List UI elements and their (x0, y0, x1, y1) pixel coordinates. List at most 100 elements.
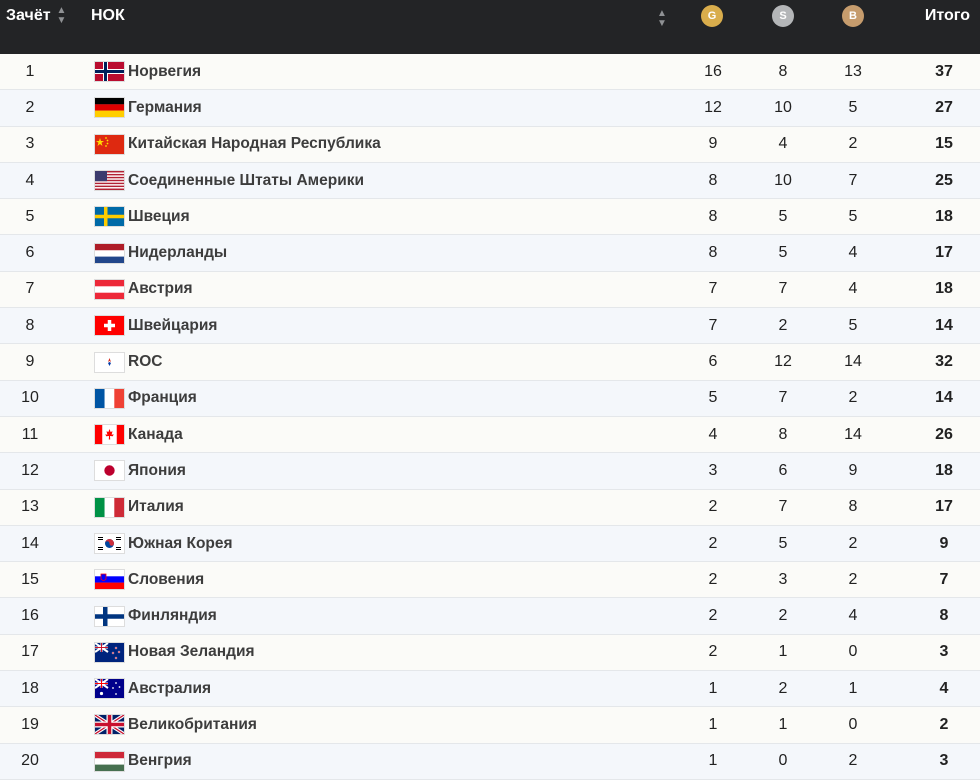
total-column-header[interactable]: Итого (925, 0, 970, 32)
table-row[interactable]: 4 Соединенные Штаты Америки 8 10 7 25 (0, 162, 980, 200)
country-name[interactable]: Великобритания (128, 715, 257, 733)
gold-medal-icon[interactable]: G (701, 5, 723, 27)
silver-count: 3 (778, 570, 788, 588)
flag-cell (95, 490, 124, 525)
bronze-count: 0 (848, 643, 858, 661)
bronze-count: 2 (848, 389, 858, 407)
country-name[interactable]: Германия (128, 98, 202, 116)
flag-cell (95, 235, 124, 270)
rank-header-label: Зачёт (6, 7, 51, 24)
country-name[interactable]: Норвегия (128, 62, 202, 80)
total-count: 32 (935, 353, 953, 371)
table-row[interactable]: 10 Франция 5 7 2 14 (0, 380, 980, 417)
table-row[interactable]: 1 Норвегия 16 8 13 37 (0, 54, 980, 91)
silver-count: 5 (778, 244, 788, 262)
silver-count: 10 (774, 98, 792, 116)
noc-column-header[interactable]: НОК (91, 0, 125, 32)
table-row[interactable]: 16 Финляндия 2 2 4 8 (0, 598, 980, 635)
flag-cell (95, 199, 124, 234)
bronze-count: 7 (848, 171, 858, 189)
country-name[interactable]: Словения (128, 570, 205, 588)
bronze-count: 2 (848, 135, 858, 153)
total-count: 7 (939, 570, 949, 588)
country-name[interactable]: Австрия (128, 280, 193, 298)
japan-flag-icon (95, 461, 124, 481)
silver-medal-icon[interactable]: S (772, 5, 794, 27)
table-row[interactable]: 18 Австралия 1 2 1 4 (0, 671, 980, 708)
country-name[interactable]: Канада (128, 425, 183, 443)
italy-flag-icon (95, 497, 124, 517)
austria-flag-icon (95, 279, 124, 299)
table-row[interactable]: 20 Венгрия 1 0 2 3 (0, 743, 980, 780)
country-name[interactable]: Финляндия (128, 607, 217, 625)
bronze-count: 2 (848, 752, 858, 770)
bronze-count: 1 (848, 679, 858, 697)
great-britain-flag-icon (95, 715, 124, 735)
bronze-medal-icon[interactable]: B (842, 5, 864, 27)
sort-arrows-icon[interactable]: ▲ ▼ (657, 8, 667, 29)
table-row[interactable]: 15 Словения 2 3 2 7 (0, 562, 980, 599)
silver-count: 6 (778, 461, 788, 479)
gold-count: 2 (708, 607, 718, 625)
table-row[interactable]: 3 Китайская Народная Республика 9 4 2 15 (0, 126, 980, 163)
table-row[interactable]: 9 ROC 6 12 14 32 (0, 344, 980, 381)
country-name[interactable]: Новая Зеландия (128, 643, 255, 661)
gold-count: 1 (708, 715, 718, 733)
country-name[interactable]: Италия (128, 498, 184, 516)
gold-count: 16 (704, 62, 722, 80)
table-row[interactable]: 11 Канада 4 8 14 26 (0, 416, 980, 454)
total-count: 14 (935, 389, 953, 407)
flag-cell (95, 598, 124, 633)
country-name[interactable]: Нидерланды (128, 244, 228, 262)
total-count: 27 (935, 98, 953, 116)
total-count: 4 (939, 679, 949, 697)
table-row[interactable]: 12 Япония 3 6 9 18 (0, 453, 980, 490)
bronze-count: 13 (844, 62, 862, 80)
table-row[interactable]: 6 Нидерланды 8 5 4 17 (0, 235, 980, 272)
table-row[interactable]: 14 Южная Корея 2 5 2 9 (0, 525, 980, 563)
country-name[interactable]: Австралия (128, 679, 212, 697)
country-name[interactable]: Китайская Народная Республика (128, 135, 381, 153)
country-name[interactable]: Венгрия (128, 752, 192, 770)
gold-count: 2 (708, 570, 718, 588)
rank-cell: 5 (25, 207, 35, 225)
flag-cell (95, 163, 124, 198)
table-header: Зачёт ▲ ▼ НОК ▲ ▼ G S B Итого (0, 0, 980, 54)
rank-cell: 12 (21, 461, 39, 479)
bronze-count: 5 (848, 98, 858, 116)
table-row[interactable]: 5 Швеция 8 5 5 18 (0, 199, 980, 236)
table-row[interactable]: 19 Великобритания 1 1 0 2 (0, 707, 980, 744)
country-name[interactable]: Швейцария (128, 316, 218, 334)
silver-count: 12 (774, 353, 792, 371)
sort-arrows-icon[interactable]: ▲ ▼ (56, 5, 67, 26)
country-name[interactable]: Франция (128, 389, 197, 407)
bronze-count: 5 (848, 207, 858, 225)
silver-count: 7 (778, 280, 788, 298)
flag-cell (95, 671, 124, 706)
country-name[interactable]: Южная Корея (128, 534, 233, 552)
rank-column-header[interactable]: Зачёт ▲ ▼ (6, 0, 66, 32)
rank-cell: 7 (25, 280, 35, 298)
slovenia-flag-icon (95, 570, 124, 590)
rank-cell: 1 (25, 62, 35, 80)
table-row[interactable]: 17 Новая Зеландия 2 1 0 3 (0, 634, 980, 672)
table-row[interactable]: 7 Австрия 7 7 4 18 (0, 271, 980, 309)
canada-flag-icon (95, 425, 124, 445)
flag-cell (95, 526, 124, 561)
gold-count: 1 (708, 679, 718, 697)
country-name[interactable]: Япония (128, 461, 186, 479)
country-name[interactable]: Соединенные Штаты Америки (128, 171, 365, 189)
gold-count: 8 (708, 171, 718, 189)
rank-cell: 2 (25, 98, 35, 116)
total-count: 15 (935, 135, 953, 153)
rank-cell: 10 (21, 389, 39, 407)
hungary-flag-icon (95, 751, 124, 771)
country-name[interactable]: ROC (128, 353, 163, 371)
rank-cell: 9 (25, 353, 35, 371)
silver-count: 5 (778, 534, 788, 552)
silver-count: 0 (778, 752, 788, 770)
country-name[interactable]: Швеция (128, 207, 190, 225)
table-row[interactable]: 2 Германия 12 10 5 27 (0, 90, 980, 127)
table-row[interactable]: 8 Швейцария 7 2 5 14 (0, 308, 980, 345)
table-row[interactable]: 13 Италия 2 7 8 17 (0, 489, 980, 526)
